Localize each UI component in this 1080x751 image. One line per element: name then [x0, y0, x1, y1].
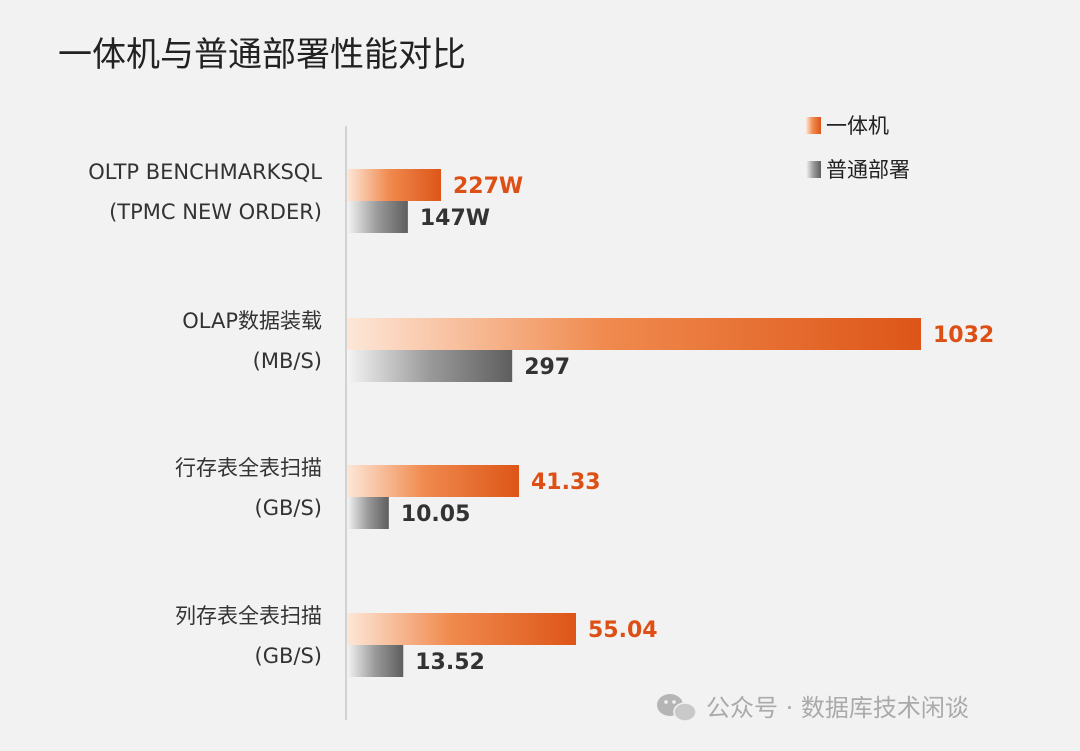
data-label-series-1: 227W: [453, 174, 523, 199]
chart-title: 一体机与普通部署性能对比: [58, 35, 466, 75]
legend-swatch-series-2: [806, 161, 821, 178]
category-label-line: (MB/S): [253, 349, 322, 373]
bar-series-1: [347, 613, 576, 645]
data-label-series-2: 10.05: [401, 502, 471, 527]
category-label-line: 列存表全表扫描: [175, 604, 322, 628]
data-label-series-2: 13.52: [415, 650, 485, 675]
bar-series-1: [347, 318, 921, 350]
data-label-series-1: 55.04: [588, 618, 658, 643]
legend: 一体机 普通部署: [806, 114, 910, 182]
category-label: OLAP数据装载 (MB/S): [182, 309, 322, 373]
category-label: OLTP BENCHMARKSQL (TPMC NEW ORDER): [88, 160, 322, 224]
category-labels: OLTP BENCHMARKSQL (TPMC NEW ORDER) OLAP数据装…: [88, 160, 322, 668]
bar-series-1: [347, 169, 441, 201]
category-label-line: 行存表全表扫描: [175, 456, 322, 480]
bars: [347, 169, 921, 677]
legend-label-series-1: 一体机: [826, 114, 889, 138]
category-label-line: OLAP数据装载: [182, 309, 322, 333]
bar-series-2: [347, 201, 408, 233]
wechat-icon: [657, 694, 697, 722]
bar-series-1: [347, 465, 519, 497]
data-label-series-1: 41.33: [531, 470, 601, 495]
category-label-line: (GB/S): [255, 496, 322, 520]
data-label-series-2: 147W: [420, 206, 490, 231]
bar-series-2: [347, 350, 513, 382]
legend-swatch-series-1: [806, 117, 821, 134]
category-label: 行存表全表扫描 (GB/S): [175, 456, 322, 520]
bar-series-2: [347, 497, 389, 529]
bar-series-2: [347, 645, 404, 677]
category-label: 列存表全表扫描 (GB/S): [175, 604, 322, 668]
watermark: 公众号 · 数据库技术闲谈: [657, 694, 969, 722]
legend-label-series-2: 普通部署: [826, 158, 910, 182]
category-label-line: (TPMC NEW ORDER): [109, 200, 322, 224]
data-label-series-1: 1032: [933, 323, 994, 348]
value-labels: 227W 147W 1032 297 41.33 10.05 55.04 13.52: [401, 174, 994, 675]
data-label-series-2: 297: [524, 355, 570, 380]
category-label-line: (GB/S): [255, 644, 322, 668]
watermark-text: 公众号 · 数据库技术闲谈: [706, 694, 969, 722]
category-label-line: OLTP BENCHMARKSQL: [88, 160, 322, 184]
